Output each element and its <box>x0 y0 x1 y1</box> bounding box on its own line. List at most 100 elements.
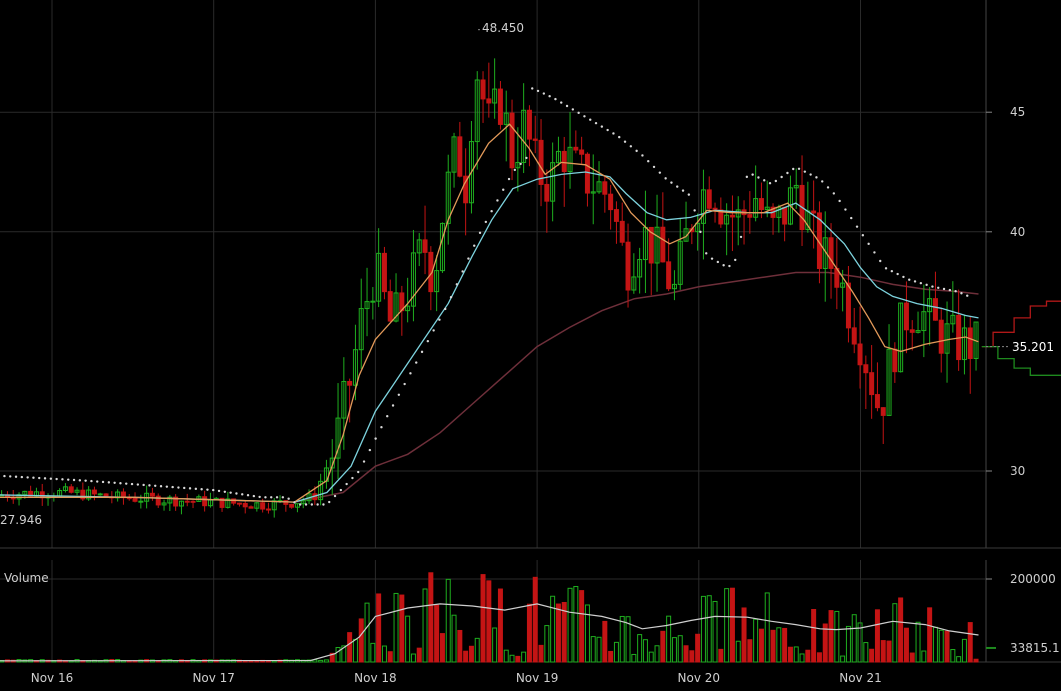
sar-dot <box>629 145 633 148</box>
volume-bar <box>892 603 898 663</box>
sar-dot <box>913 280 917 283</box>
sar-dot <box>815 176 818 179</box>
volume-bar <box>329 652 335 663</box>
sar-dot <box>107 481 111 484</box>
volume-bar <box>811 609 817 663</box>
volume-bar <box>770 629 776 663</box>
sar-dot <box>113 481 116 485</box>
sar-dot <box>792 167 795 171</box>
vol-tick-label: 33815.1 <box>1010 641 1060 655</box>
volume-bar <box>619 615 625 663</box>
sar-dot <box>270 496 273 499</box>
volume-bar <box>666 615 672 663</box>
sar-dot <box>368 448 372 452</box>
candle-body <box>173 496 179 507</box>
candle-body <box>961 327 967 361</box>
volume-bar <box>950 649 956 663</box>
sar-dot <box>275 496 279 499</box>
volume-bar <box>387 651 393 663</box>
candle-body <box>225 498 231 508</box>
candle-body <box>631 276 637 291</box>
sar-dot <box>560 101 563 104</box>
volume-bar <box>712 600 718 663</box>
candle-body <box>428 251 434 293</box>
candle-body <box>68 486 74 493</box>
volume-title: Volume <box>4 571 49 585</box>
sar-dot <box>357 470 360 474</box>
sar-dot <box>397 393 401 396</box>
volume-bar <box>480 574 486 663</box>
sar-dot <box>32 476 35 479</box>
candle-body <box>747 214 753 218</box>
candle-body <box>793 184 799 189</box>
volume-bar <box>468 645 474 663</box>
sar-dot <box>763 179 766 182</box>
sar-dot <box>908 278 911 281</box>
sar-dot <box>565 104 569 108</box>
volume-bar <box>596 636 602 663</box>
volume-bar <box>695 633 701 663</box>
ema-fast-line <box>0 123 979 503</box>
volume-bar <box>579 590 585 663</box>
candle-body <box>944 323 950 354</box>
candle-body <box>654 226 660 264</box>
volume-bar <box>718 648 724 663</box>
sar-dot <box>757 176 760 179</box>
sar-dot <box>699 230 702 234</box>
sar-dot <box>206 488 209 491</box>
sar-dot <box>467 257 470 260</box>
volume-bar <box>782 627 788 663</box>
volume-bar <box>683 645 689 663</box>
volume-bar <box>706 595 712 663</box>
candle-body <box>271 500 277 511</box>
candle-body <box>718 209 724 225</box>
sar-dot <box>171 485 174 489</box>
volume-bar <box>764 592 770 663</box>
volume-bar <box>840 655 846 663</box>
volume-bar <box>567 587 573 663</box>
volume-bar <box>521 651 527 663</box>
candle-body <box>486 98 492 104</box>
candle-body <box>735 209 741 218</box>
price-grid <box>0 0 1061 549</box>
volume-bar <box>973 658 979 663</box>
sar-dot <box>148 484 151 487</box>
sar-dot <box>426 339 430 343</box>
volume-bar <box>399 594 405 663</box>
candle-body <box>358 308 364 351</box>
volume-bar <box>416 647 422 663</box>
volume-bar <box>944 630 950 663</box>
volume-bar <box>381 645 387 663</box>
volume-bar <box>335 647 341 663</box>
sar-dot <box>925 283 928 287</box>
candle-body <box>161 502 167 506</box>
volume-bar <box>927 607 933 663</box>
sar-dot <box>931 285 934 288</box>
sar-dot <box>38 476 41 480</box>
sar-dot <box>536 89 540 93</box>
sar-dot <box>293 501 296 504</box>
volume-bar <box>364 602 370 663</box>
sar-dot <box>844 208 847 211</box>
volume-bar <box>938 629 944 663</box>
volume-bar <box>463 650 469 663</box>
volume-bar <box>724 588 730 663</box>
sar-dot <box>67 478 70 481</box>
sar-dot <box>548 94 551 98</box>
candle-body <box>700 189 706 224</box>
volume-bar <box>903 627 909 663</box>
sar-dot <box>20 475 24 479</box>
candle-body <box>242 503 248 508</box>
volume-bar <box>526 603 532 663</box>
candle-body <box>457 136 463 177</box>
candle-body <box>892 348 898 373</box>
volume-bar <box>816 652 822 663</box>
volume-bar <box>660 630 666 663</box>
candle-body <box>874 394 880 409</box>
candle-body <box>474 79 480 143</box>
candle-body <box>521 109 527 163</box>
volume-bar <box>538 644 544 663</box>
candle-body <box>822 237 828 269</box>
volume-bar <box>555 603 561 663</box>
sar-dot <box>281 496 285 499</box>
